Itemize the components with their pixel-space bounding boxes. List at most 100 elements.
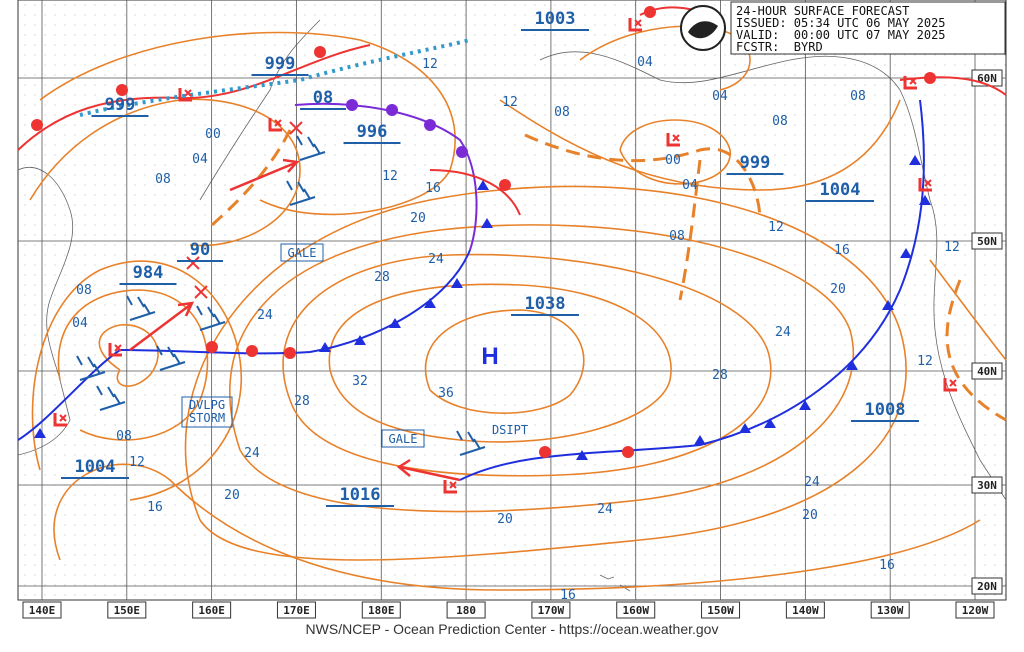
warm-front-symbol (206, 341, 218, 353)
lat-label: 50N (977, 235, 997, 248)
warm-front-symbol (31, 119, 43, 131)
warm-front-symbol (539, 446, 551, 458)
isobar-label: 00 (665, 153, 681, 168)
header-line: ISSUED: 05:34 UTC 06 MAY 2025 (736, 16, 946, 30)
isobar-label: 08 (669, 229, 685, 244)
isobar-label: 16 (425, 181, 441, 196)
lon-label-box (22, 601, 62, 619)
storm-label: DVLPG (189, 398, 225, 412)
warm-front-symbol (284, 347, 296, 359)
cold-front-symbol (919, 195, 931, 205)
lat-label: 60N (977, 72, 997, 85)
isobar-label: 12 (917, 354, 933, 369)
header-line: 24-HOUR SURFACE FORECAST (736, 4, 909, 18)
low-symbol (443, 480, 457, 494)
lon-label: 160W (622, 604, 649, 617)
occluded-front-symbol (424, 119, 436, 131)
low-symbol (903, 76, 917, 90)
lon-label: 150W (707, 604, 734, 617)
pressure-center-label: 1004 (75, 457, 116, 477)
high-center: H (481, 343, 498, 370)
low-symbol (943, 378, 957, 392)
wind-barb (286, 180, 316, 206)
isobar-label: 08 (76, 283, 92, 298)
isobar-label: 24 (428, 252, 444, 267)
isobar-label: 28 (294, 394, 310, 409)
isobar-label: 24 (597, 502, 613, 517)
cold-front-symbol (319, 342, 331, 352)
low-symbol (666, 133, 680, 147)
isobar-label: 28 (374, 270, 390, 285)
header-line: FCSTR: BYRD (736, 40, 823, 54)
storm-box (181, 396, 233, 428)
header-box (730, 1, 1006, 55)
isobar-label: 04 (192, 152, 208, 167)
pressure-center-label: 08 (313, 88, 333, 108)
isobar-label: 12 (944, 240, 960, 255)
cold-front-symbol (451, 278, 463, 288)
lat-label: 20N (977, 580, 997, 593)
lat-label-box (971, 476, 1003, 494)
isobar-label: 28 (712, 368, 728, 383)
pressure-center-label: 1016 (340, 485, 381, 505)
low-symbol (178, 88, 192, 102)
low-symbol (53, 413, 67, 427)
cold-front-symbol (34, 428, 46, 438)
cold-front-symbol (424, 298, 436, 308)
warm-front-symbol (314, 46, 326, 58)
wind-barb (296, 135, 326, 161)
isobar-label: 24 (244, 446, 260, 461)
pressure-center-label: 1003 (535, 9, 576, 29)
lon-label: 140W (792, 604, 819, 617)
low-symbol (108, 343, 122, 357)
gale-label-box (280, 243, 324, 262)
cold-front-symbol (909, 155, 921, 165)
isobar-label: 08 (850, 89, 866, 104)
low-symbols (31, 6, 957, 494)
cold-front-symbol (477, 180, 489, 190)
troughs (211, 129, 1007, 422)
noaa-logo-bird (688, 21, 718, 39)
storm-label: STORM (189, 411, 225, 425)
lon-label: 180 (456, 604, 476, 617)
isobar-label: 04 (72, 316, 88, 331)
map-frame (17, 0, 1007, 601)
occluded-front-symbol (386, 104, 398, 116)
low-x (949, 379, 957, 387)
isobar-label: 20 (224, 488, 240, 503)
isobar-label: 12 (382, 169, 398, 184)
wind-arrows (129, 158, 461, 482)
gale-label: GALE (288, 246, 317, 260)
lon-label-box (870, 601, 910, 619)
cold-front-symbol (764, 418, 776, 428)
forecast-x (289, 121, 303, 135)
pressure-center-label: 996 (357, 122, 388, 142)
low-x (909, 77, 917, 85)
cold-front-symbol (354, 335, 366, 345)
low-symbol (918, 178, 932, 192)
pressure-center-label: 999 (265, 54, 296, 74)
low-x (274, 119, 282, 127)
low-x (449, 481, 457, 489)
isobar-label: 12 (129, 455, 145, 470)
isobar-label: 16 (879, 558, 895, 573)
lat-label: 40N (977, 365, 997, 378)
low-symbol (268, 118, 282, 132)
lon-label-box (276, 601, 316, 619)
lon-label: 130W (877, 604, 904, 617)
isobar-label: 12 (768, 220, 784, 235)
lon-label-box (361, 601, 401, 619)
wind-barb (96, 385, 126, 411)
isobar-label: 04 (637, 55, 653, 70)
pressure-center-label: 984 (133, 263, 164, 283)
isobar-label: 36 (438, 386, 454, 401)
lat-label-box (971, 362, 1003, 380)
isobar-label: 12 (502, 95, 518, 110)
isobar-label: 20 (830, 282, 846, 297)
wind-barb (196, 305, 226, 331)
gale-label-box (381, 429, 425, 448)
warm-front-symbol (116, 84, 128, 96)
lon-label-box (446, 601, 486, 619)
lon-label: 180E (368, 604, 395, 617)
